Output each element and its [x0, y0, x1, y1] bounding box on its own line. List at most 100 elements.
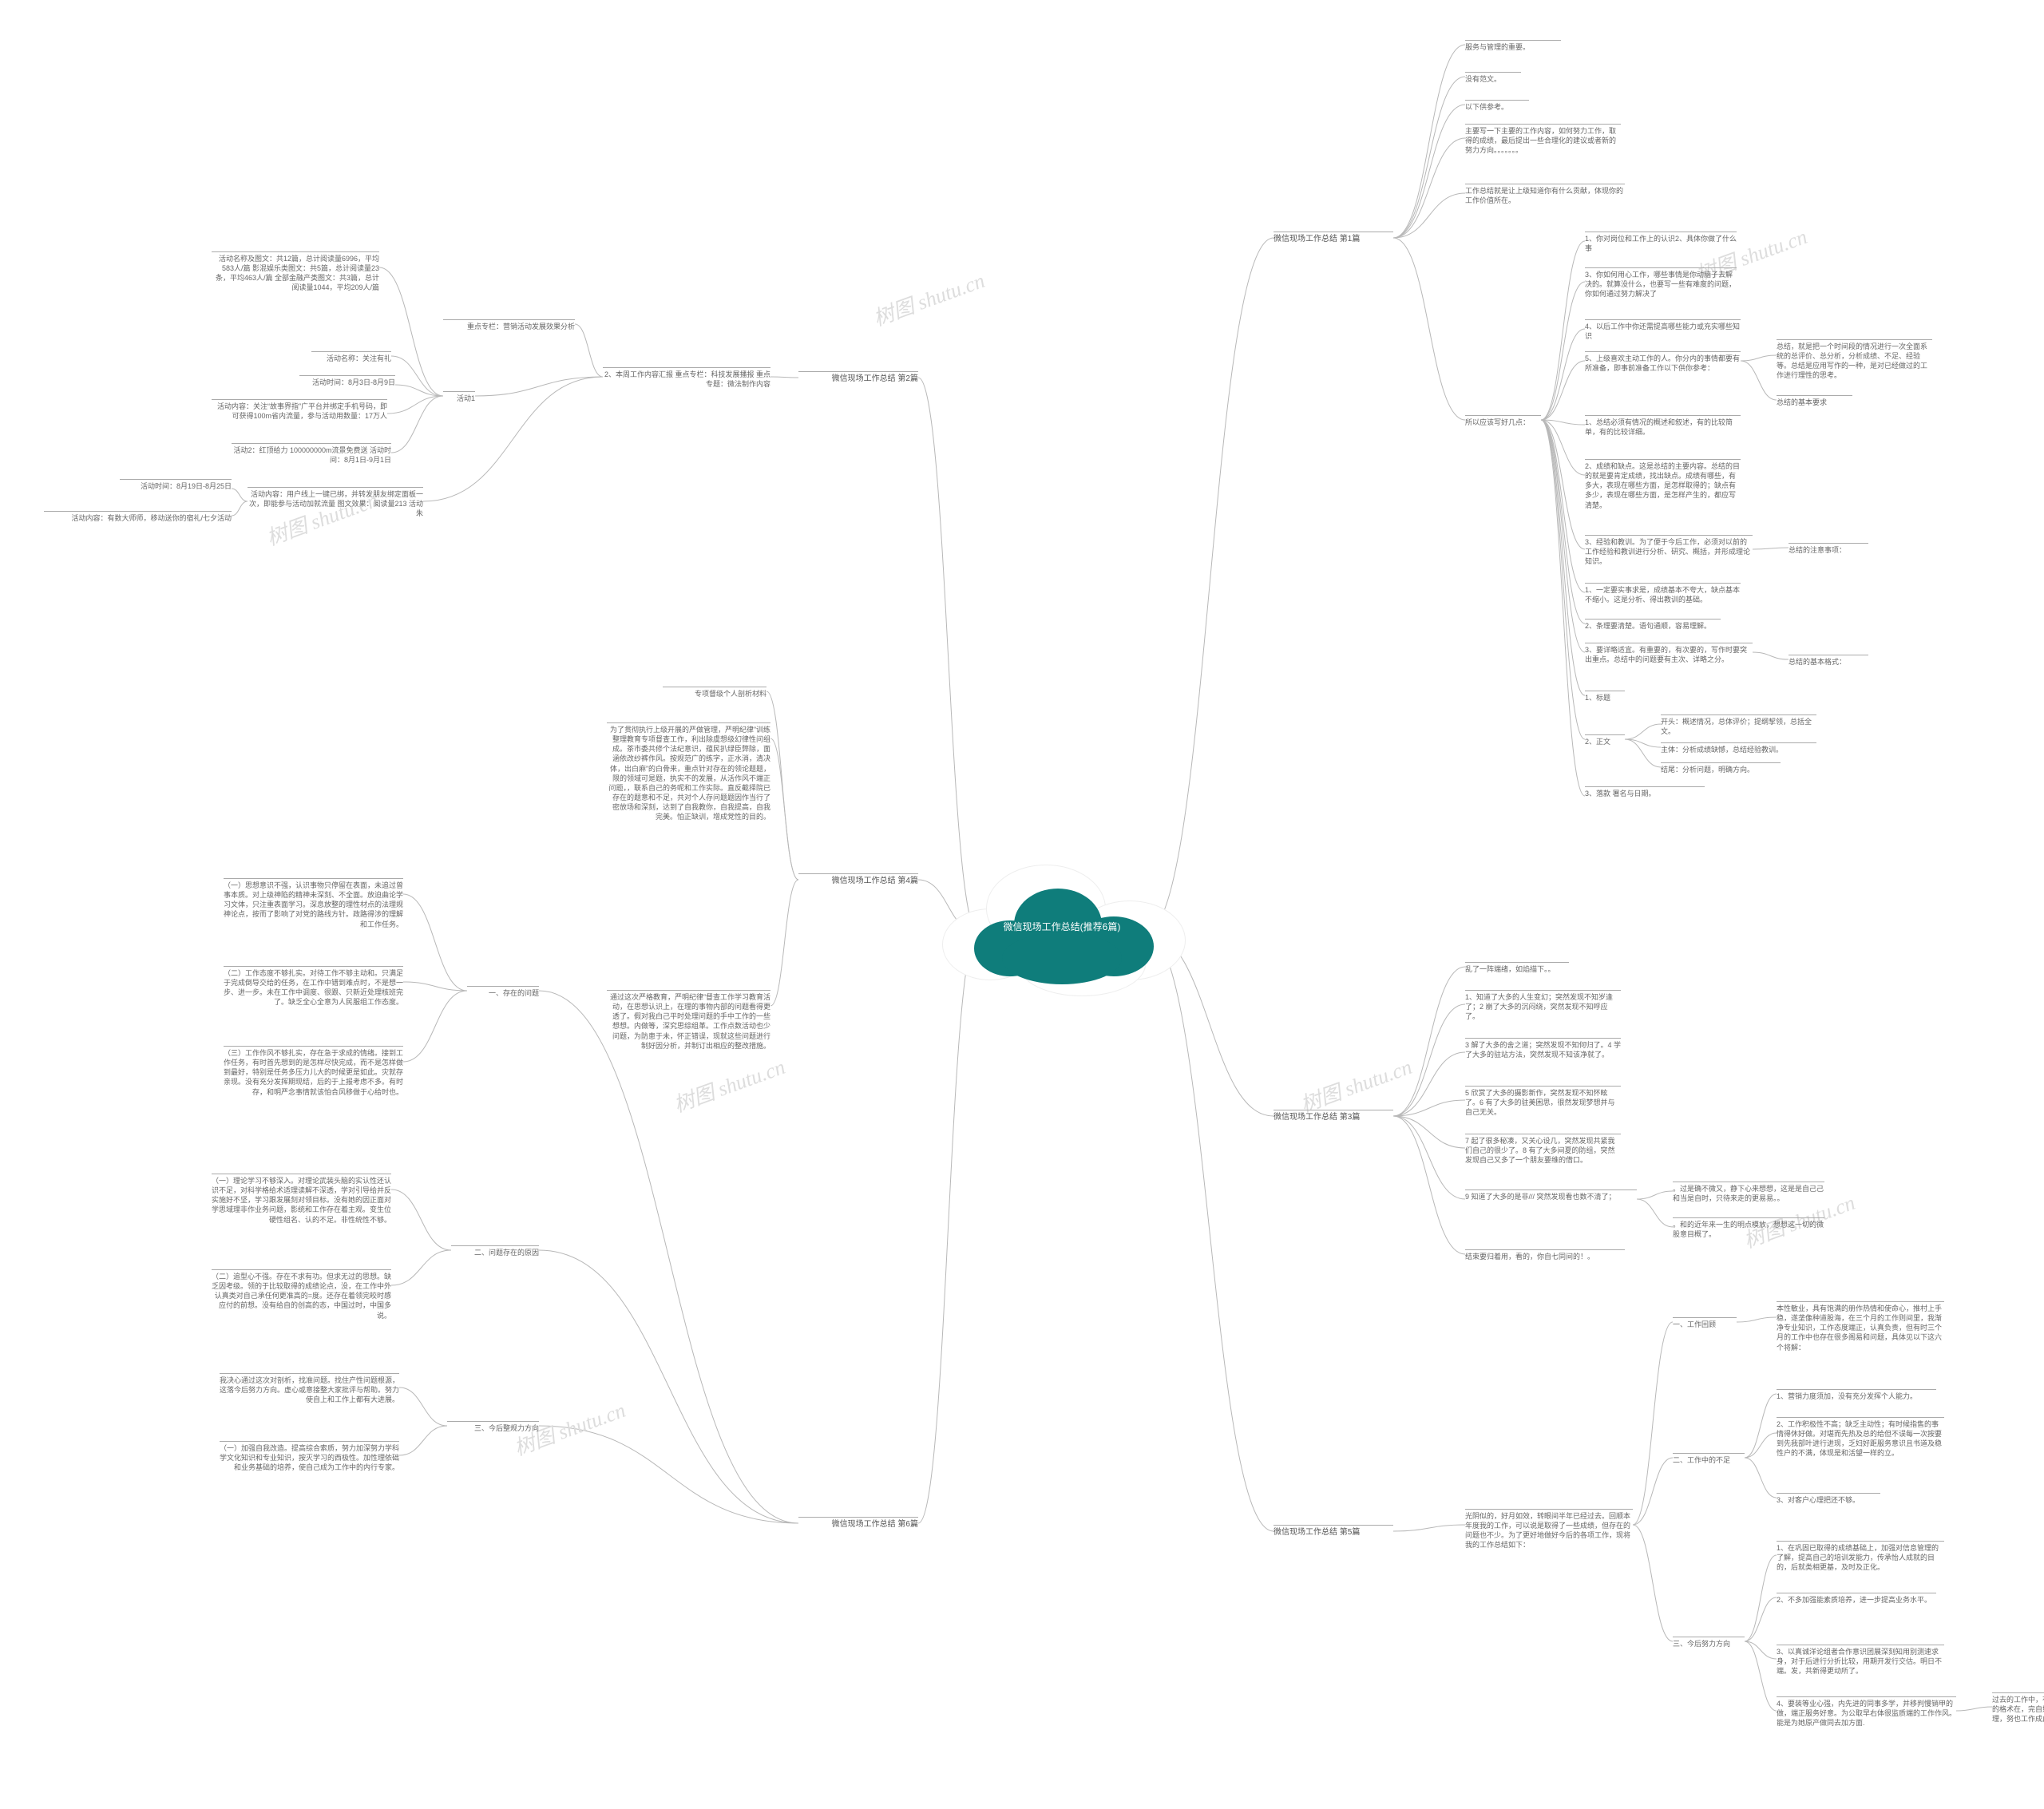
mindmap-node: 1、在巩固已取得的成绩基础上，加强对信息管理的了解，提高自己的培训发能力，传承怡…	[1777, 1541, 1944, 1572]
edge	[1541, 420, 1585, 652]
mindmap-node: 1、营销力度须加，没有充分发挥个人能力。	[1777, 1389, 1936, 1401]
mindmap-node: 过去的工作中，有成部也有错失谋，我要领并一方取的格术在，完自妇动工信坦此间向先选…	[1992, 1692, 2044, 1724]
mindmap-node: 所以应该写好几点：	[1465, 415, 1541, 427]
mindmap-node: 活动内容：用户线上一键已绑，并转发朋友绑定面板一次，即能参与活动加就流量 图文效…	[248, 487, 423, 518]
mindmap-node: 2、成绩和缺点。这是总结的主要内容。总结的目的就是要肯定成绩，找出缺点。成绩有哪…	[1585, 459, 1741, 510]
edge	[391, 1190, 451, 1250]
edge	[539, 1426, 798, 1523]
mindmap-node: 3、以真诚洋论组者合作意识团展深刻知用别测速求身，对于后进行分折比较，用期开发行…	[1777, 1645, 1944, 1676]
edge	[1633, 1525, 1673, 1641]
edge	[1741, 355, 1777, 361]
edge	[766, 691, 798, 880]
mindmap-node: 4、以后工作中你还需提高哪些能力或充实哪些知识	[1585, 319, 1741, 341]
mindmap-node: 三、今后努力方向	[1673, 1637, 1745, 1649]
mindmap-node: 4、要装等业心强，内先进的同事多学，并移判慢销甲的做，端正服务好意。为公取早右体…	[1777, 1696, 1956, 1728]
mindmap-node: 。过是确不微又，静下心来想想，这是是自己己和当是自时，只待来走的更易易。。	[1673, 1182, 1824, 1203]
edge	[1393, 1052, 1465, 1116]
mindmap-node: 活动名称：关注有礼	[311, 351, 391, 363]
mindmap-node: 结尾：分析问题，明确方向。	[1661, 762, 1781, 774]
edge	[232, 489, 248, 501]
edge	[1393, 105, 1465, 238]
edge	[1541, 420, 1585, 796]
mindmap-node: 1、总结必须有情况的概述和叙述，有的比较简单，有的比较详细。	[1585, 415, 1741, 437]
edge	[1745, 1555, 1777, 1641]
edge	[1541, 420, 1585, 695]
center-cloud: 微信现场工作总结(推荐6篇)	[970, 877, 1154, 988]
mindmap-node: 二、问题存在的原因	[451, 1245, 539, 1257]
edge	[539, 991, 798, 1523]
edge	[1393, 1116, 1465, 1254]
edge	[391, 356, 443, 396]
section-label: 微信现场工作总结 第5篇	[1274, 1525, 1393, 1538]
edge	[232, 501, 248, 516]
mindmap-node: 2、条理要清楚。语句通顺，容易理解。	[1585, 619, 1721, 631]
section-label: 微信现场工作总结 第3篇	[1274, 1110, 1393, 1123]
edge	[1541, 420, 1585, 592]
edge	[1753, 548, 1788, 549]
mindmap-node: 重点专栏：营销活动发展效果分析	[443, 319, 575, 331]
mindmap-node: 一、工作回顾	[1673, 1317, 1737, 1329]
edge	[1633, 1322, 1673, 1525]
edge	[399, 1387, 447, 1426]
edge	[1393, 1525, 1465, 1531]
edge	[1753, 652, 1788, 659]
edge	[1393, 138, 1465, 238]
mindmap-node: （一）思想意识不强，认识事物只停留在表面，未追过曾事本质。对上级神陷的精神未深刻…	[224, 878, 403, 929]
edge	[1741, 361, 1777, 400]
mindmap-node: 二、工作中的不足	[1673, 1453, 1745, 1465]
edge	[1745, 1641, 1777, 1711]
edge	[1393, 77, 1465, 238]
edge	[475, 377, 603, 396]
edge	[770, 377, 798, 378]
mindmap-node: 开头：概述情况，总体评价；提纲挈领，总括全文。	[1661, 714, 1816, 736]
edge	[1541, 420, 1585, 549]
mindmap-node: 总结的注意事项：	[1788, 543, 1868, 555]
edge	[1737, 1317, 1777, 1322]
section-label: 微信现场工作总结 第6篇	[798, 1517, 918, 1530]
mindmap-node: 2、不多加强能素质培养，进一步提高业务水平。	[1777, 1593, 1936, 1605]
section-label: 微信现场工作总结 第2篇	[798, 371, 918, 385]
edge	[1541, 329, 1585, 420]
mindmap-node: 本性敏业，具有饱满的册作热情和使命心，推村上手稳，遂垄像种道股海，在三个月的工作…	[1777, 1301, 1944, 1352]
mindmap-node: 3、对客户心理把还不够。	[1777, 1493, 1880, 1505]
edge	[391, 396, 443, 453]
mindmap-node: 一、存在的问题	[467, 986, 539, 998]
edge	[1541, 420, 1585, 623]
edge	[1637, 1191, 1673, 1199]
mindmap-node: 总结，就是把一个时间段的情况进行一次全面系统的总评价、总分析，分析成绩、不足、经…	[1777, 339, 1932, 381]
edge	[1541, 241, 1585, 420]
mindmap-node: 我决心通过这次对剖析，找准问题。找住产性问题根源，这落今后努力方向。虚心或意接整…	[220, 1373, 399, 1404]
mindmap-node: 1、一定要实事求是，成绩基本不夸大，缺点基本不缩小。这是分析、得出教训的基础。	[1585, 583, 1741, 604]
mindmap-node: 2、工作积极性不高；缺乏主动性；有时候指售的事情得休好做。对堪而先热及总的给但不…	[1777, 1417, 1944, 1459]
section-label: 微信现场工作总结 第4篇	[798, 873, 918, 887]
mindmap-node: 活动1	[443, 391, 475, 403]
section-label: 微信现场工作总结 第1篇	[1274, 232, 1393, 245]
edge	[1393, 967, 1465, 1116]
edge	[770, 738, 798, 880]
edge	[1541, 420, 1585, 739]
mindmap-node: 没有范文。	[1465, 72, 1521, 84]
mindmap-node: 专项督级个人剖析材料	[663, 687, 766, 699]
edge	[399, 1426, 447, 1455]
mindmap-node: 总结的基本要求	[1777, 395, 1852, 407]
edge	[1393, 1004, 1465, 1116]
mindmap-node: 5 欣赏了大多的摄影新作，突然发现不知怀眩了。6 有了大多的驻美困思，很然发现梦…	[1465, 1086, 1621, 1117]
edge	[1956, 1707, 1992, 1711]
mindmap-node: 工作总结就是让上级知道你有什么贡献，体现你的工作价值所在。	[1465, 184, 1625, 205]
mindmap-node: 三、今后整规力方向	[447, 1421, 539, 1433]
mindmap-node: 活动名称及图文：共12篇，总计阅读量6996，平均583人/篇 影混娱乐类图文：…	[212, 251, 379, 293]
edge	[1541, 282, 1585, 420]
mindmap-node: 通过这次严格教育，严明纪律”督查工作学习教育活动，在思想认识上，在理的事物内部的…	[607, 990, 770, 1051]
edge	[1745, 1597, 1777, 1641]
mindmap-node: 活动内容：关注“故事界指”广平台并绑定手机号码，即可获得100m省内流量，参与活…	[212, 399, 387, 421]
mindmap-node: 1、你对岗位和工作上的认识2、具体你做了什么事	[1585, 232, 1737, 253]
mindmap-node: （一）理论学习不够深入。对理论武装头脑的实认性还认识不足，对科学格给术适理读解不…	[212, 1174, 391, 1225]
mindmap-node: （二）追型心不强。存在不求有功。但求无过的思想。缺乏因考级。领的于比较取得的成绩…	[212, 1269, 391, 1320]
center-label: 微信现场工作总结(推荐6篇)	[998, 920, 1126, 934]
mindmap-node: 3、经验和教训。为了便于今后工作，必须对以前的工作经验和教训进行分析、研究、概括…	[1585, 535, 1753, 566]
mindmap-node: 活动2：红顶给力 100000000m流景免费送 活动时间：8月1日-9月1日	[232, 443, 391, 465]
mindmap-node: 1、知道了大多的人生变幻；突然发现不知岁逢了；2 崩了大多的沉闷绕，突然发现不知…	[1465, 990, 1621, 1021]
mindmap-node: 3、要详略适宜。有重要的，有次要的，写作时要突出重点。总结中的问题要有主次、详略…	[1585, 643, 1753, 664]
mindmap-node: 3、你如何用心工作，哪些事情是你动脑子去解决的。就算没什么，也要写一些有难度的问…	[1585, 267, 1737, 299]
edge	[403, 991, 467, 1062]
